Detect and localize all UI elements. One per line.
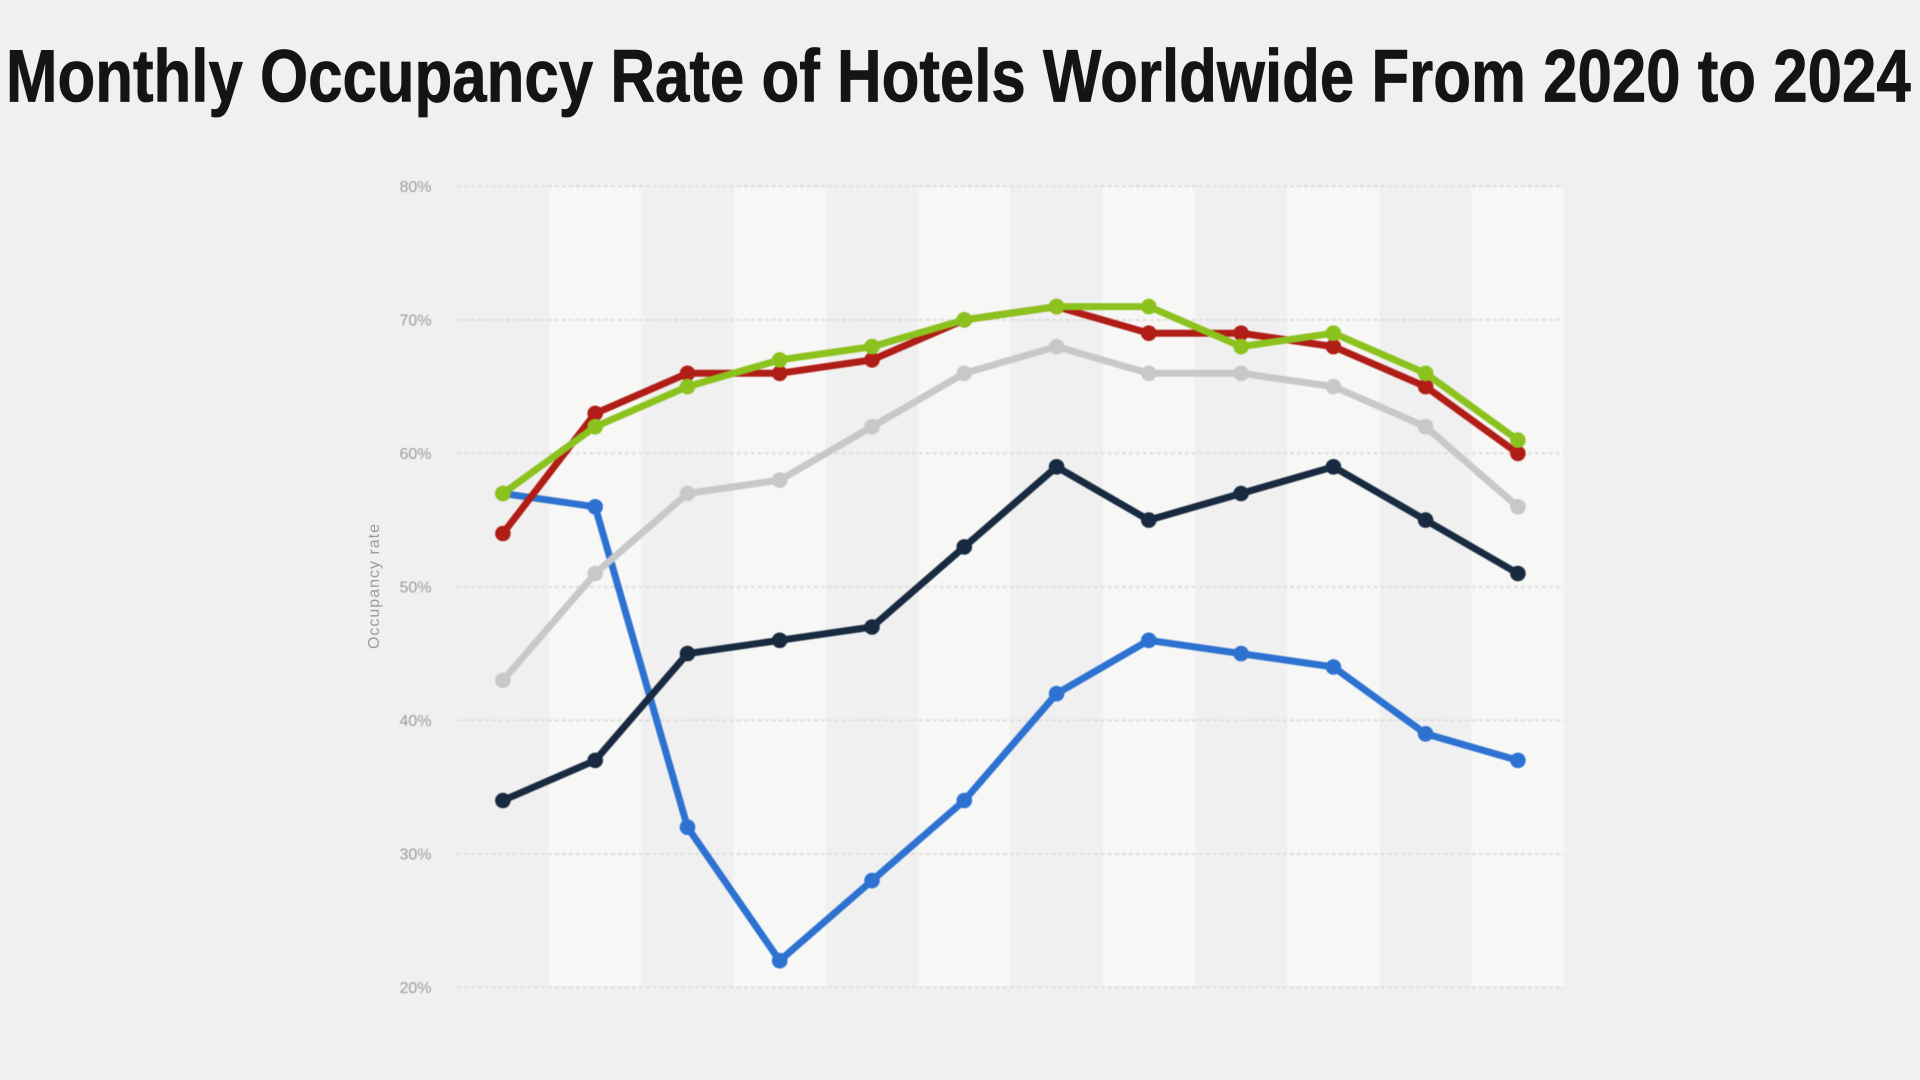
svg-text:70%: 70% [399,312,431,329]
svg-text:30%: 30% [399,846,431,863]
svg-text:50%: 50% [399,579,431,596]
svg-text:20%: 20% [399,980,431,997]
svg-text:40%: 40% [399,713,431,730]
svg-text:80%: 80% [399,179,431,196]
svg-text:60%: 60% [399,446,431,463]
